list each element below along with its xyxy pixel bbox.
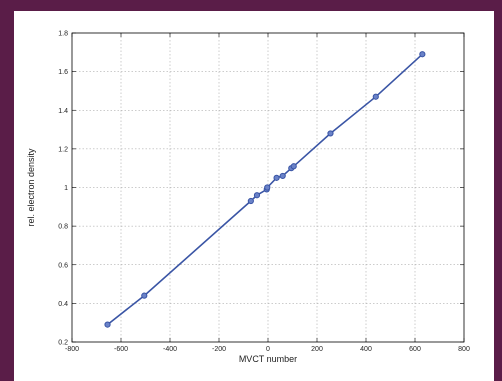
data-point — [327, 130, 334, 137]
data-point — [279, 172, 286, 180]
y-tick-label: 0.6 — [58, 262, 68, 269]
x-tick-label: -600 — [114, 346, 128, 353]
x-tick-label: 200 — [311, 346, 323, 353]
data-point — [372, 93, 379, 100]
y-tick-label: 1 — [64, 185, 68, 192]
y-tick-label: 1.8 — [58, 31, 68, 38]
x-tick-label: 0 — [266, 346, 270, 353]
x-tick-label: -800 — [65, 346, 79, 353]
x-tick-label: -400 — [163, 346, 177, 353]
y-tick-label: 1.6 — [58, 69, 68, 76]
data-point — [419, 51, 426, 58]
x-tick-labels: -800 -600 -400 -200 0 200 400 600 800 — [65, 346, 470, 353]
y-tick-label: 0.2 — [58, 340, 68, 347]
y-tick-label: 1.4 — [58, 108, 68, 115]
axis-ticks — [71, 32, 465, 343]
data-point — [290, 163, 297, 170]
data-point — [273, 174, 280, 181]
x-axis-label: MVCT number — [239, 354, 297, 364]
data-point — [247, 197, 254, 205]
data-point — [141, 292, 148, 299]
y-tick-label: 0.8 — [58, 224, 68, 231]
y-tick-label: 1.2 — [58, 146, 68, 153]
data-point — [253, 192, 261, 199]
x-tick-label: -200 — [212, 346, 226, 353]
y-axis-label: rel. electron density — [26, 148, 36, 227]
y-tick-label: 0.4 — [58, 301, 68, 308]
x-tick-label: 600 — [409, 346, 421, 353]
data-point — [104, 321, 111, 328]
chart-frame: -800 -600 -400 -200 0 200 400 600 800 0.2 0.4 0.6 0… — [14, 11, 494, 381]
x-tick-label: 400 — [360, 346, 372, 353]
data-point — [264, 184, 271, 191]
line-chart: -800 -600 -400 -200 0 200 400 600 800 0.20.40.60… — [26, 31, 470, 365]
x-tick-label: 800 — [458, 346, 470, 353]
data-points — [104, 51, 426, 328]
y-tick-labels: 0.2 0.4 0.6 0.8 1 1.2 1.4 1.6 1.8 — [58, 31, 68, 347]
